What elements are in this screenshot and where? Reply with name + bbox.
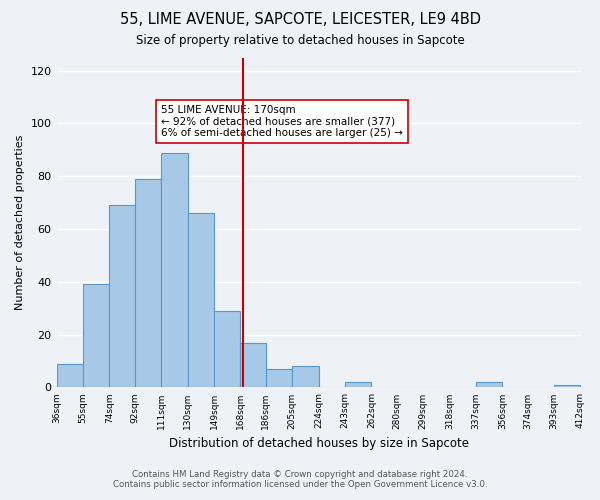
Bar	[554, 385, 580, 388]
Text: Size of property relative to detached houses in Sapcote: Size of property relative to detached ho…	[136, 34, 464, 47]
Bar	[56, 364, 83, 388]
Bar	[476, 382, 502, 388]
Text: 55, LIME AVENUE, SAPCOTE, LEICESTER, LE9 4BD: 55, LIME AVENUE, SAPCOTE, LEICESTER, LE9…	[119, 12, 481, 28]
Bar	[345, 382, 371, 388]
Text: 55 LIME AVENUE: 170sqm
← 92% of detached houses are smaller (377)
6% of semi-det: 55 LIME AVENUE: 170sqm ← 92% of detached…	[161, 105, 403, 138]
Y-axis label: Number of detached properties: Number of detached properties	[15, 135, 25, 310]
Bar	[292, 366, 319, 388]
Bar	[161, 152, 188, 388]
Bar	[241, 342, 266, 388]
Bar	[109, 206, 134, 388]
Bar	[83, 284, 109, 388]
Text: Contains HM Land Registry data © Crown copyright and database right 2024.
Contai: Contains HM Land Registry data © Crown c…	[113, 470, 487, 489]
Bar	[134, 179, 161, 388]
X-axis label: Distribution of detached houses by size in Sapcote: Distribution of detached houses by size …	[169, 437, 469, 450]
Bar	[266, 369, 292, 388]
Bar	[188, 213, 214, 388]
Bar	[214, 311, 241, 388]
